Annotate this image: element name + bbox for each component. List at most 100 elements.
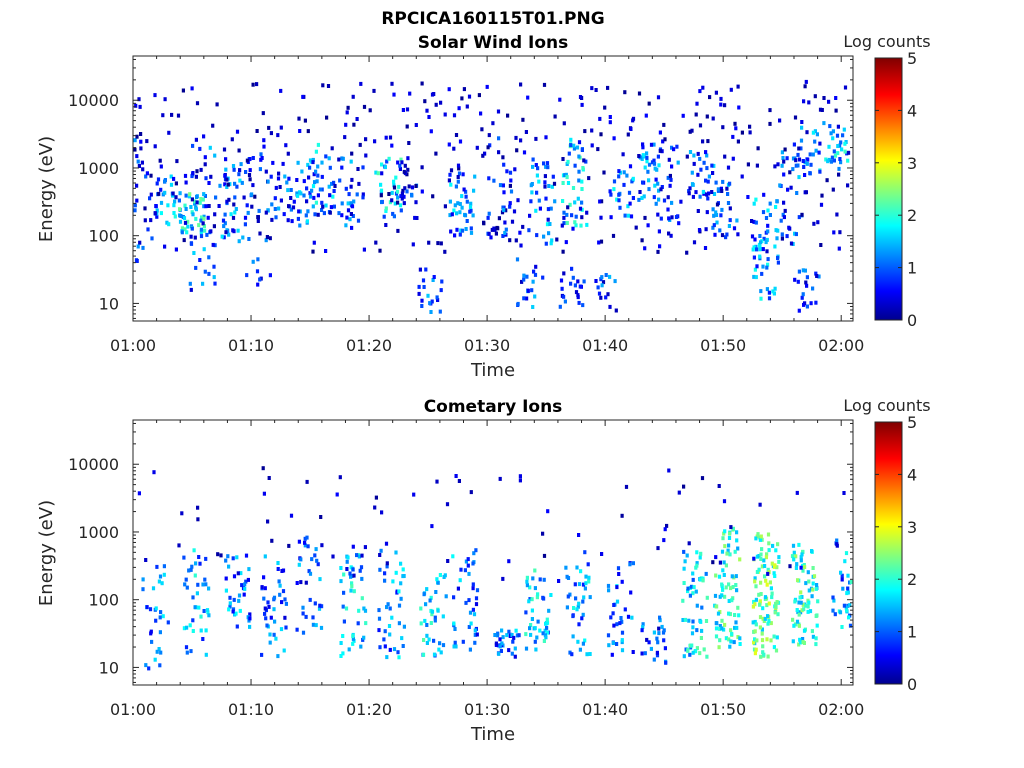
data-cell [701, 139, 705, 144]
data-cell [270, 217, 274, 222]
data-cell [362, 104, 367, 109]
data-cell [267, 476, 271, 480]
data-cell [224, 157, 228, 162]
data-cell [580, 616, 584, 621]
data-cell [544, 621, 548, 626]
data-cell [600, 199, 604, 204]
data-cell [170, 112, 174, 117]
data-cell [422, 285, 426, 289]
data-cell [766, 262, 770, 267]
data-cell [774, 228, 778, 233]
data-cell [752, 556, 756, 561]
data-cell [750, 219, 754, 223]
data-cell [494, 641, 498, 646]
data-cell [569, 137, 573, 142]
data-cell [760, 627, 764, 632]
data-cell [727, 637, 731, 642]
data-cell [402, 169, 406, 174]
data-cell [222, 224, 226, 229]
data-cell [637, 197, 641, 202]
data-cell [572, 143, 576, 148]
data-cell [174, 181, 178, 186]
data-cell [640, 196, 644, 200]
data-cell [717, 645, 721, 650]
data-cell [272, 607, 276, 612]
data-cell [410, 193, 414, 198]
data-cell [588, 652, 592, 656]
data-cell [814, 300, 818, 305]
data-cell [262, 575, 266, 580]
data-cell [720, 626, 724, 631]
data-cell [606, 583, 611, 588]
data-cell [696, 209, 700, 213]
data-cell [845, 591, 849, 596]
data-cell [310, 557, 314, 562]
data-cell [799, 138, 804, 143]
data-cell [692, 585, 696, 590]
data-cell [824, 157, 828, 162]
data-cell [135, 154, 139, 159]
data-cell [698, 194, 702, 199]
data-cell [425, 587, 429, 592]
data-cell [761, 644, 765, 649]
data-cell [263, 606, 267, 611]
data-cell [238, 608, 242, 613]
data-cell [795, 490, 799, 495]
data-cell [740, 174, 744, 179]
data-cell [172, 203, 176, 208]
data-cell [452, 113, 457, 118]
data-cell [691, 194, 695, 199]
data-cell [390, 198, 394, 203]
data-cell [273, 196, 277, 201]
data-cell [606, 633, 611, 638]
data-cell [196, 505, 200, 510]
data-cell [723, 154, 727, 159]
data-cell [417, 291, 421, 296]
data-cell [713, 232, 717, 237]
data-cell [754, 220, 758, 225]
data-cell [222, 235, 226, 240]
data-cell [233, 195, 237, 200]
data-cell [261, 111, 265, 116]
data-cell [541, 531, 545, 536]
data-cell [558, 97, 562, 102]
data-cell [765, 287, 769, 292]
data-cell [297, 209, 301, 214]
data-cell [463, 213, 468, 218]
data-cell [661, 139, 665, 144]
plot-frame [132, 419, 854, 686]
data-cell [203, 194, 207, 198]
data-cell [643, 246, 647, 251]
data-cell [258, 277, 262, 282]
data-cell [716, 187, 720, 192]
data-cell [759, 552, 763, 557]
data-cell [347, 647, 351, 652]
data-cell [199, 227, 203, 232]
data-cell [849, 580, 853, 584]
data-cell [318, 603, 322, 608]
data-cell [181, 88, 185, 93]
data-cell [571, 186, 576, 190]
data-cell [549, 241, 553, 246]
data-cell [221, 218, 226, 223]
data-cell [524, 610, 528, 615]
data-cell [846, 586, 850, 591]
data-cell [538, 628, 542, 633]
data-cell [307, 569, 311, 574]
data-cell [706, 139, 710, 144]
data-cell [615, 585, 619, 590]
x-tick-label: 01:00 [110, 700, 156, 719]
data-cell [296, 216, 300, 221]
data-cell [562, 294, 566, 299]
data-cell [694, 649, 698, 653]
data-cell [616, 566, 621, 571]
data-cell [807, 579, 811, 584]
data-cell [793, 231, 797, 236]
data-cell [657, 188, 661, 193]
data-cell [653, 183, 657, 188]
data-cell [153, 93, 157, 98]
data-cell [662, 628, 666, 633]
data-cell [683, 559, 687, 564]
data-cell [549, 206, 553, 211]
data-cell [303, 543, 307, 548]
